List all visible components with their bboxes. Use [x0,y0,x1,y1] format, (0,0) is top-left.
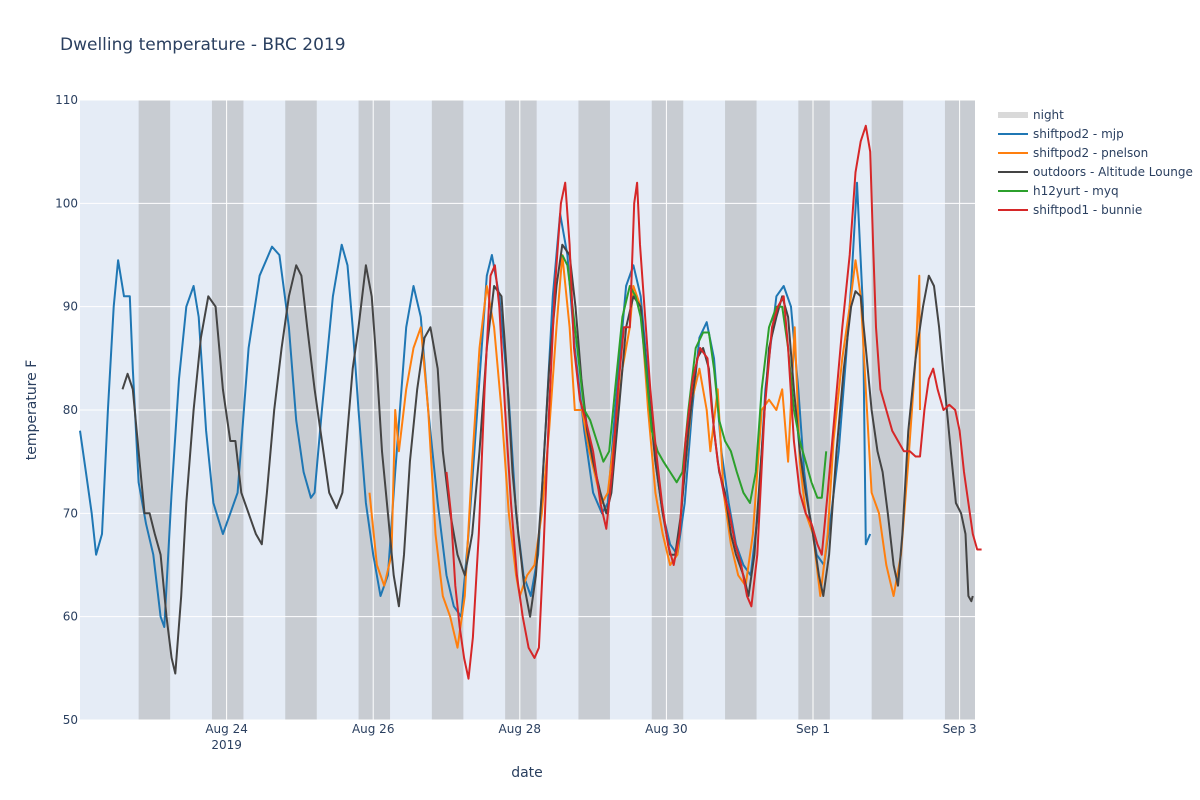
chart-title: Dwelling temperature - BRC 2019 [60,35,346,55]
y-tick-label: 90 [63,300,78,314]
x-axis-ticks: Aug 24 2019 Aug 26 Aug 28 Aug 30 Sep 1 Sep 3 [205,722,976,752]
series-line [79,181,872,628]
legend-item-label: shiftpod2 - mjp [1033,127,1124,141]
y-tick-label: 100 [55,196,78,210]
y-tick-label: 70 [63,506,78,520]
x-tick-label: Aug 30 [645,722,688,736]
x-tick-label: Sep 3 [943,722,977,736]
x-axis-title: date [511,765,543,781]
legend-item-label: night [1033,108,1064,122]
gridlines [80,99,975,721]
series-line [121,243,974,675]
legend-item-label: outdoors - Altitude Lounge [1033,165,1193,179]
legend-item-label: shiftpod2 - pnelson [1033,146,1148,160]
y-tick-label: 80 [63,403,78,417]
legend: night shiftpod2 - mjp shiftpod2 - pnelson o… [998,108,1193,217]
y-axis-title: temperature F [24,360,40,461]
y-axis-ticks: 50 60 70 80 90 100 110 [55,93,78,727]
x-tick-label: Aug 24 [205,722,248,736]
series-line [445,124,982,680]
legend-item-label: h12yurt - myq [1033,184,1119,198]
x-tick-label: Aug 28 [499,722,542,736]
legend-item-label: shiftpod1 - bunnie [1033,203,1142,217]
x-tick-label: Sep 1 [796,722,830,736]
x-tick-year-label: 2019 [211,738,242,752]
y-tick-label: 110 [55,93,78,107]
series-line [368,254,921,649]
x-tick-label: Aug 26 [352,722,395,736]
y-tick-label: 60 [63,610,78,624]
y-tick-label: 50 [63,713,78,727]
series-lines [79,124,982,680]
